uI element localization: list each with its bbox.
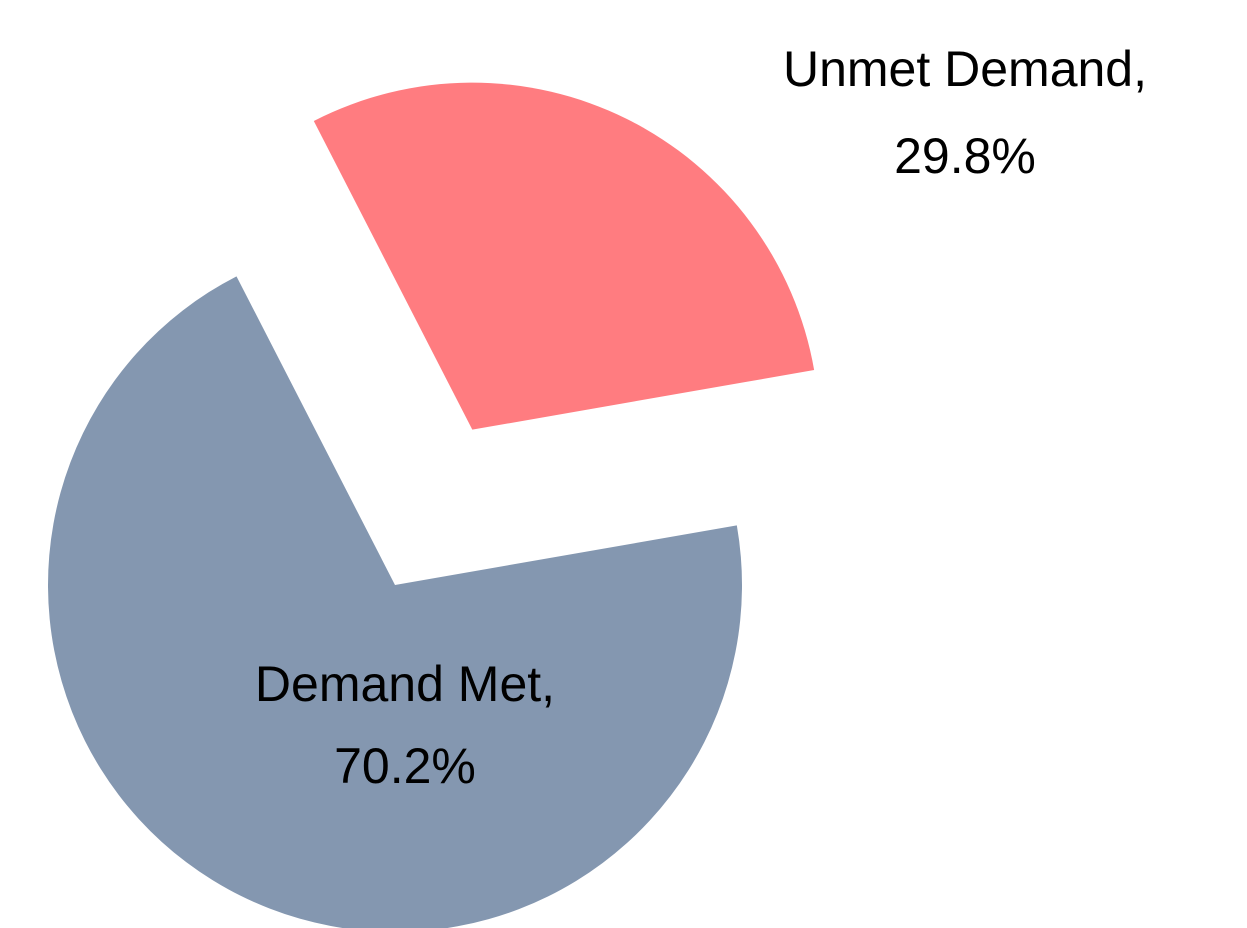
slice-category: Unmet Demand <box>783 41 1133 97</box>
pie-slice <box>313 82 815 430</box>
pie-slice <box>48 276 742 928</box>
label-separator: , <box>541 656 555 712</box>
slice-label: Demand Met, <box>255 656 555 712</box>
slice-value-label: 70.2% <box>334 738 476 794</box>
label-separator: , <box>1133 41 1147 97</box>
slice-label: Unmet Demand, <box>783 41 1147 97</box>
slice-category: Demand Met <box>255 656 541 712</box>
slice-value-label: 29.8% <box>894 128 1036 184</box>
